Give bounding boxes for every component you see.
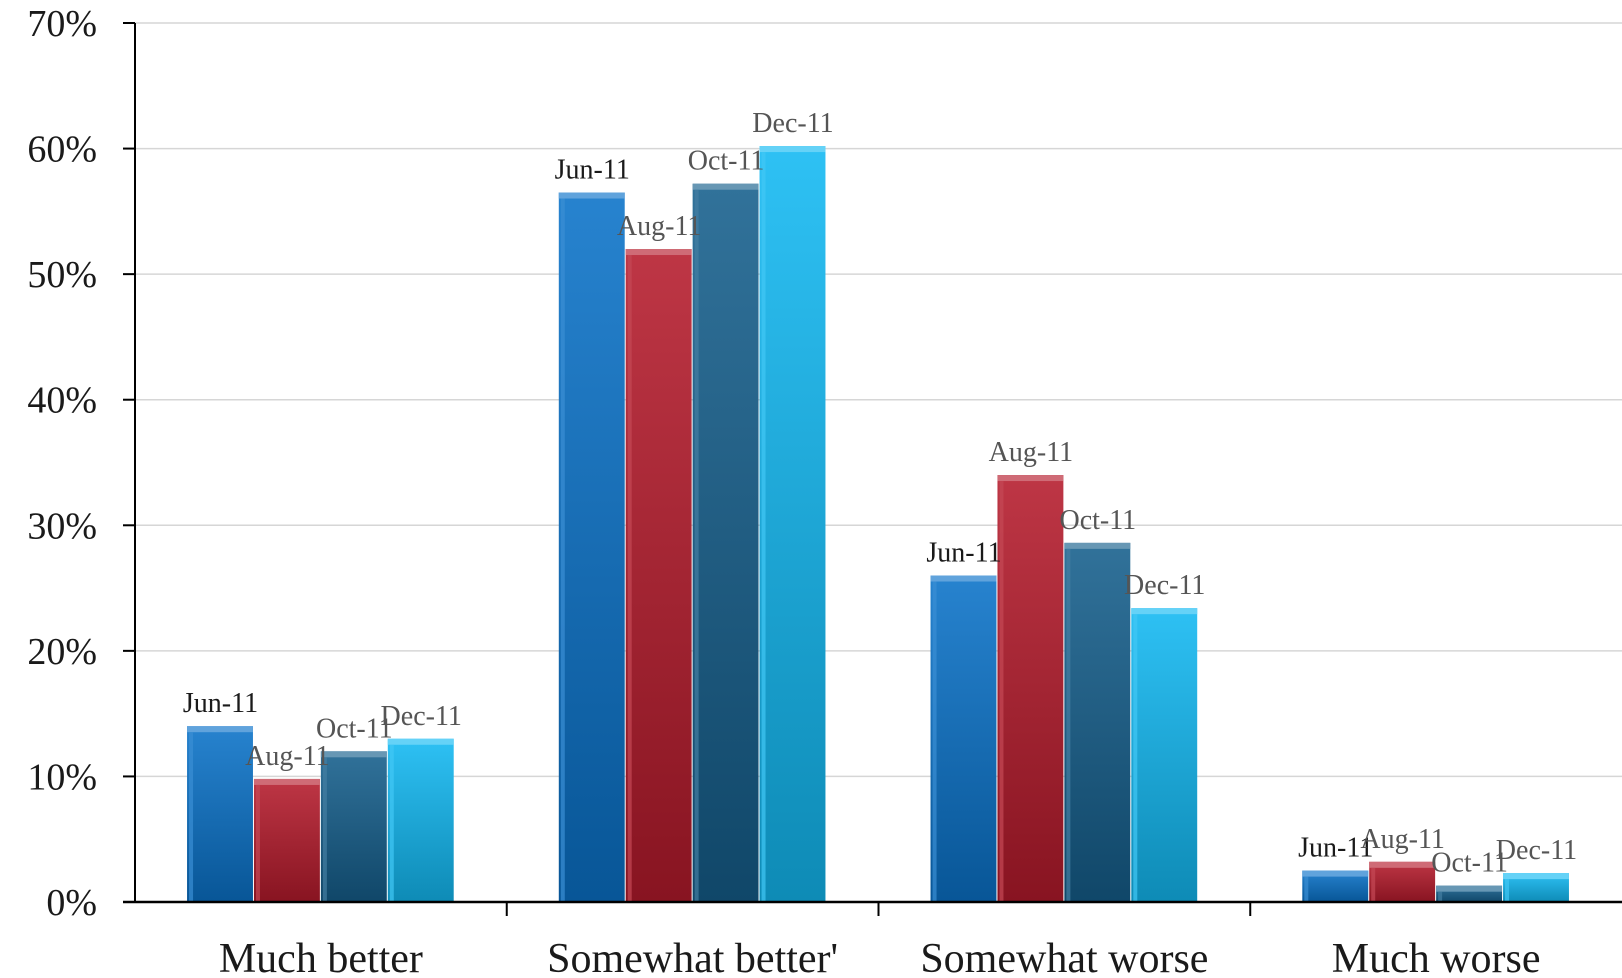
- bar: [253, 778, 320, 902]
- bar-top-bevel: [253, 778, 320, 785]
- bar-top-bevel: [1302, 870, 1369, 877]
- bar-top-bevel: [1131, 608, 1198, 615]
- bar: [558, 192, 625, 902]
- bar-side-highlight: [1304, 876, 1309, 902]
- bar-top-bevel: [625, 249, 692, 256]
- bar-side-highlight: [694, 189, 699, 902]
- axes: [123, 22, 1622, 916]
- data-label: Oct-11: [688, 146, 765, 177]
- data-label: Jun-11: [183, 688, 258, 719]
- y-tick-label: 60%: [27, 129, 97, 171]
- bar: [387, 738, 454, 902]
- bar-side-highlight: [1371, 867, 1376, 902]
- data-label: Aug-11: [617, 211, 702, 242]
- data-label: Dec-11: [381, 701, 462, 732]
- data-label: Aug-11: [245, 741, 330, 772]
- bar-side-highlight: [1066, 548, 1071, 902]
- bar-side-highlight: [999, 481, 1004, 902]
- bar-side-highlight: [932, 581, 937, 902]
- data-label: Jun-11: [1298, 833, 1373, 864]
- bar: [625, 249, 692, 902]
- bar: [1064, 542, 1131, 902]
- y-tick-label: 20%: [27, 631, 97, 673]
- bar-side-highlight: [255, 784, 260, 902]
- y-tick-label: 50%: [27, 254, 97, 296]
- bar-side-highlight: [1133, 614, 1138, 902]
- data-label: Jun-11: [926, 538, 1001, 569]
- y-tick-label: 40%: [27, 380, 97, 422]
- y-tick-label: 30%: [27, 505, 97, 547]
- bar-top-bevel: [320, 751, 387, 758]
- bar-top-bevel: [558, 192, 625, 199]
- data-label: Aug-11: [989, 437, 1074, 468]
- x-category-label: Somewhat better': [547, 936, 838, 978]
- bar: [1369, 861, 1436, 902]
- bar-side-highlight: [189, 732, 194, 902]
- bar-side-highlight: [1438, 891, 1443, 902]
- bars: [187, 146, 1569, 902]
- bar-top-bevel: [997, 475, 1064, 482]
- bar: [187, 726, 253, 902]
- data-label: Aug-11: [1360, 824, 1445, 855]
- bar-top-bevel: [1064, 542, 1131, 549]
- x-category-label: Somewhat worse: [920, 936, 1208, 978]
- gridlines: [135, 22, 1622, 778]
- data-label: Oct-11: [1059, 505, 1136, 536]
- y-axis-tick-labels: 0% 10% 20% 30% 40% 50% 60% 70%: [27, 3, 97, 924]
- x-axis-category-labels: Much better Somewhat better' Somewhat wors…: [219, 936, 1541, 978]
- bar-top-bevel: [1503, 873, 1569, 880]
- y-tick-label: 0%: [46, 882, 97, 924]
- bar-side-highlight: [322, 757, 327, 902]
- bar-top-bevel: [1369, 861, 1436, 868]
- bar: [320, 751, 387, 902]
- y-tick-label: 10%: [27, 756, 97, 798]
- bar: [759, 146, 826, 902]
- data-label: Jun-11: [555, 155, 630, 186]
- data-label: Dec-11: [752, 108, 833, 139]
- data-label: Dec-11: [1496, 835, 1577, 866]
- bar: [930, 575, 997, 902]
- data-label: Dec-11: [1124, 570, 1205, 601]
- bar-side-highlight: [627, 255, 632, 902]
- bar-top-bevel: [759, 146, 826, 153]
- bar-side-highlight: [761, 152, 766, 902]
- x-category-label: Much worse: [1332, 936, 1541, 978]
- data-label: Oct-11: [1431, 848, 1508, 879]
- x-category-label: Much better: [219, 936, 423, 978]
- bar: [1131, 608, 1198, 902]
- bar-side-highlight: [560, 198, 565, 902]
- bar-top-bevel: [930, 575, 997, 582]
- data-label: Oct-11: [316, 713, 393, 744]
- bar-top-bevel: [692, 183, 759, 190]
- bar-side-highlight: [389, 744, 394, 902]
- bar-top-bevel: [187, 726, 253, 733]
- data-labels: Jun-11Aug-11Oct-11Dec-11Jun-11Aug-11Oct-…: [183, 108, 1577, 879]
- bar-top-bevel: [1436, 885, 1503, 892]
- bar-side-highlight: [1505, 879, 1510, 902]
- y-tick-label: 70%: [27, 3, 97, 45]
- bar-top-bevel: [387, 738, 454, 745]
- bar: [692, 183, 759, 902]
- bar: [997, 475, 1064, 902]
